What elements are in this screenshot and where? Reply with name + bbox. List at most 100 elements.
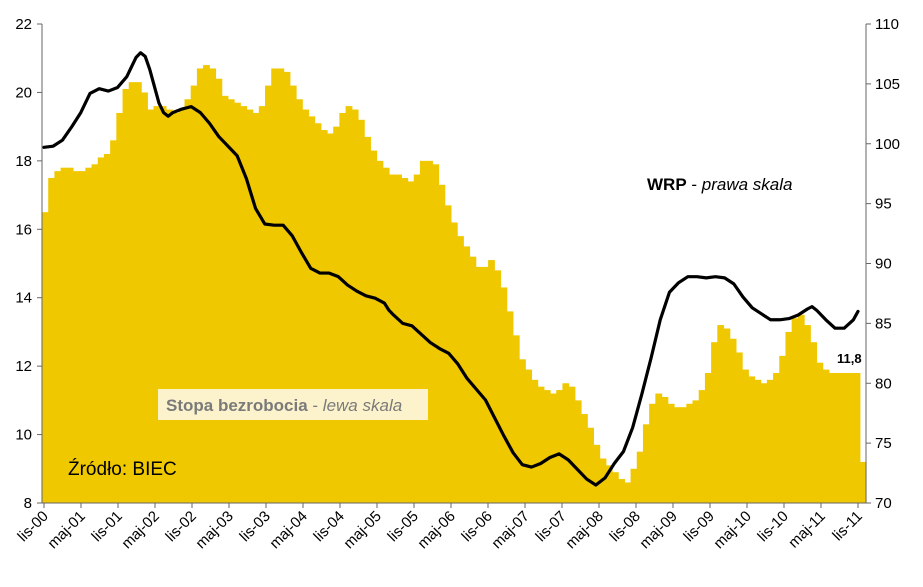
right-tick-label-2: 80 — [875, 375, 892, 392]
bar-121 — [791, 318, 799, 503]
bar-83 — [556, 390, 564, 503]
unemployment-legend-separator: - — [308, 396, 323, 415]
bar-47 — [333, 126, 340, 503]
left-tick-label-1: 10 — [15, 427, 32, 444]
right-tick-label-1: 75 — [875, 435, 892, 452]
bar-55 — [382, 167, 390, 503]
left-tick-label-0: 8 — [24, 495, 32, 512]
left-y-axis: 8 10 12 14 16 18 20 22 — [15, 16, 42, 512]
bar-80 — [537, 386, 545, 503]
bar-104 — [686, 403, 694, 503]
bar-13 — [122, 89, 130, 503]
bar-111 — [729, 338, 737, 503]
bar-8 — [91, 164, 99, 503]
right-tick-label-6: 100 — [875, 136, 900, 153]
bar-31 — [234, 102, 241, 503]
bar-18 — [153, 106, 161, 504]
bar-84 — [562, 383, 570, 503]
right-tick-label-5: 95 — [875, 196, 892, 213]
bar-78 — [525, 369, 533, 503]
bar-124 — [810, 342, 818, 503]
bar-132 — [859, 461, 867, 503]
unemployment-legend-bold: Stopa bezrobocia — [166, 396, 308, 415]
bar-5 — [72, 171, 80, 503]
bar-71 — [481, 266, 489, 503]
bar-43 — [308, 116, 316, 503]
bar-95 — [630, 468, 638, 503]
bar-54 — [376, 160, 384, 504]
bar-94 — [624, 482, 632, 503]
bar-40 — [289, 85, 297, 503]
bar-98 — [649, 403, 656, 503]
bar-127 — [828, 372, 836, 503]
line-series-wrp — [42, 51, 860, 487]
bar-79 — [531, 379, 539, 503]
bar-62 — [426, 160, 433, 504]
bar-123 — [804, 325, 811, 503]
bar-126 — [822, 369, 830, 503]
unemployment-legend-label: Stopa bezrobocia - lewa skala — [166, 396, 402, 415]
x-tick-label-1: maj-01 — [44, 508, 88, 552]
bar-0 — [42, 212, 49, 503]
bar-82 — [550, 393, 557, 503]
bar-114 — [748, 376, 756, 503]
source-label: Źródło: BIEC — [68, 459, 177, 480]
x-tick-label-9: maj-05 — [340, 508, 384, 552]
bar-24 — [190, 85, 198, 503]
bar-22 — [178, 109, 186, 503]
bar-63 — [432, 164, 440, 503]
bar-88 — [587, 427, 594, 503]
bar-39 — [283, 71, 291, 504]
bar-70 — [475, 266, 483, 503]
bar-68 — [463, 246, 471, 503]
bar-101 — [667, 403, 675, 503]
bar-1 — [48, 177, 55, 503]
bar-20 — [165, 109, 173, 503]
unemployment-legend-italic: lewa skala — [323, 396, 402, 415]
bar-15 — [134, 82, 142, 503]
bar-series-unemployment-rate — [42, 65, 867, 504]
bar-48 — [339, 112, 347, 504]
bar-115 — [754, 379, 762, 503]
left-tick-label-5: 18 — [15, 153, 32, 170]
bar-87 — [581, 414, 588, 503]
x-tick-label-5: maj-03 — [192, 508, 236, 552]
bar-52 — [364, 136, 371, 503]
bar-38 — [277, 68, 285, 503]
left-tick-label-6: 20 — [15, 84, 32, 101]
bar-74 — [500, 287, 508, 503]
bar-77 — [519, 359, 526, 503]
bar-64 — [438, 184, 446, 503]
bar-96 — [636, 451, 644, 503]
bar-53 — [370, 150, 378, 503]
bar-103 — [680, 407, 687, 503]
bar-106 — [698, 390, 706, 503]
bar-21 — [172, 112, 179, 504]
bar-73 — [494, 270, 502, 503]
right-tick-label-3: 85 — [875, 315, 892, 332]
bar-36 — [265, 85, 272, 503]
bar-11 — [110, 140, 117, 503]
bar-125 — [816, 362, 824, 503]
bar-105 — [692, 400, 700, 503]
bar-81 — [543, 390, 551, 503]
bar-3 — [60, 167, 68, 503]
bar-51 — [357, 119, 365, 504]
left-tick-label-3: 14 — [15, 290, 32, 307]
left-tick-label-4: 16 — [15, 221, 32, 238]
bar-33 — [246, 109, 254, 503]
left-tick-label-7: 22 — [15, 16, 32, 33]
bar-57 — [395, 174, 402, 504]
bar-100 — [661, 396, 669, 503]
bar-89 — [593, 444, 601, 503]
bar-113 — [742, 369, 749, 503]
bar-122 — [797, 314, 805, 503]
bar-41 — [296, 99, 303, 504]
bar-4 — [66, 167, 74, 503]
bar-56 — [388, 174, 396, 504]
bar-28 — [215, 78, 223, 504]
bar-117 — [766, 379, 774, 503]
x-tick-label-21: maj-11 — [785, 508, 829, 552]
